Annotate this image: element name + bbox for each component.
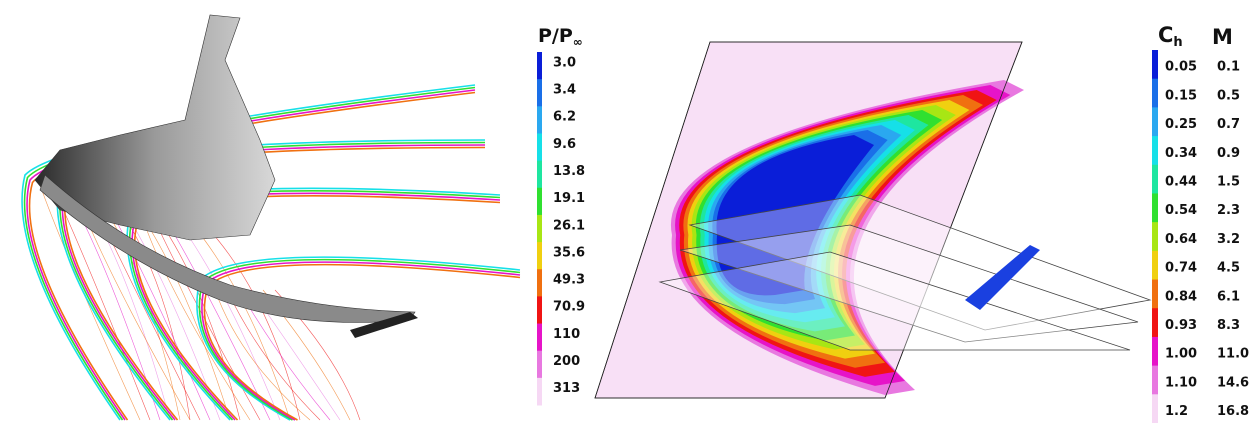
colorbar-swatch <box>1152 222 1158 251</box>
colorbar-swatch <box>537 161 542 189</box>
colorbar-swatch <box>1152 79 1158 108</box>
legend-label: 0.84 <box>1165 289 1197 304</box>
legend-label: 11.0 <box>1217 347 1249 362</box>
left-view <box>22 15 520 420</box>
legend-label: 1.5 <box>1217 174 1240 189</box>
right-view <box>595 42 1150 398</box>
legend-label: 6.2 <box>553 110 576 125</box>
colorbar-swatch <box>537 52 542 80</box>
colorbar-swatch <box>537 79 542 107</box>
colorbar-swatch <box>537 215 542 243</box>
colorbar-swatch <box>537 133 542 161</box>
legend-label: 1.00 <box>1165 347 1197 362</box>
legend-label: 0.7 <box>1217 117 1240 132</box>
legend-label: 26.1 <box>553 218 585 233</box>
legend-label: 70.9 <box>553 300 585 315</box>
colorbar-swatch <box>1152 50 1158 79</box>
legend-label: 2.3 <box>1217 203 1240 218</box>
legend-title: M <box>1212 25 1233 49</box>
legend-label: 6.1 <box>1217 289 1240 304</box>
left-colorbar: P/P∞ 3.0 3.4 6.2 9.6 13.8 19.1 26.1 35.6 49.3 70.… <box>537 25 585 406</box>
legend-label: 3.4 <box>553 83 576 98</box>
figure: P/P∞ 3.0 3.4 6.2 9.6 13.8 19.1 26.1 35.6 49.3 70.… <box>0 0 1259 423</box>
colorbar-swatch <box>1152 308 1158 337</box>
pressure-contours <box>22 85 520 420</box>
legend-label: 0.5 <box>1217 88 1240 103</box>
contour-line <box>169 225 270 420</box>
legend-label: 0.74 <box>1165 261 1197 276</box>
colorbar-swatch <box>1152 366 1158 395</box>
colorbar-swatch <box>1152 337 1158 366</box>
legend-title: P/P∞ <box>538 25 583 49</box>
shock-line <box>197 257 520 420</box>
legend-label: 49.3 <box>553 273 585 288</box>
legend-label: 9.6 <box>553 137 576 152</box>
legend-label: 200 <box>553 354 580 369</box>
colorbar-swatch <box>537 242 542 270</box>
legend-title: Ch <box>1158 23 1183 50</box>
colorbar-swatch <box>1152 394 1158 423</box>
colorbar-swatch <box>537 296 542 324</box>
legend-title-main: P/P <box>538 25 573 47</box>
colorbar-swatch <box>537 188 542 216</box>
legend-label: 13.8 <box>553 164 585 179</box>
colorbar-swatch <box>1152 165 1158 194</box>
colorbar-swatch <box>537 351 542 379</box>
legend-label: 1.10 <box>1165 375 1197 390</box>
legend-label: 19.1 <box>553 191 585 206</box>
legend-label: 16.8 <box>1217 404 1249 419</box>
legend-label: 0.64 <box>1165 232 1197 247</box>
legend-label: 0.93 <box>1165 318 1197 333</box>
colorbar-swatch <box>1152 280 1158 309</box>
legend-label: 3.2 <box>1217 232 1240 247</box>
shock-line <box>199 260 520 420</box>
legend-title-sub: h <box>1173 35 1182 50</box>
legend-title-main: C <box>1158 23 1173 47</box>
legend-label: 0.25 <box>1165 117 1197 132</box>
colorbar-swatch <box>537 106 542 134</box>
shock-line <box>202 262 520 420</box>
colorbar-swatch <box>1152 107 1158 136</box>
right-colorbar: Ch M 0.05 0.1 0.15 0.5 0.25 0.7 0.34 0.9 0.44 1.5… <box>1152 23 1249 423</box>
shock-line <box>204 265 520 420</box>
colorbar-swatch <box>537 269 542 297</box>
colorbar-swatch <box>537 378 542 406</box>
legend-label: 0.34 <box>1165 146 1197 161</box>
legend-label: 0.15 <box>1165 88 1197 103</box>
legend-label: 0.9 <box>1217 146 1240 161</box>
legend-label: 3.0 <box>553 55 576 70</box>
legend-label: 0.44 <box>1165 174 1197 189</box>
legend-label: 0.54 <box>1165 203 1197 218</box>
legend-label: 1.2 <box>1165 404 1188 419</box>
legend-label: 313 <box>553 381 580 396</box>
legend-title-sub: ∞ <box>573 35 583 49</box>
colorbar-swatch <box>537 324 542 352</box>
colorbar-swatch <box>1152 136 1158 165</box>
legend-label: 35.6 <box>553 245 585 260</box>
legend-label: 8.3 <box>1217 318 1240 333</box>
legend-label: 4.5 <box>1217 261 1240 276</box>
legend-label: 110 <box>553 327 580 342</box>
legend-label: 0.1 <box>1217 60 1240 75</box>
legend-label: 14.6 <box>1217 375 1249 390</box>
colorbar-swatch <box>1152 251 1158 280</box>
colorbar-swatch <box>1152 193 1158 222</box>
legend-label: 0.05 <box>1165 60 1197 75</box>
